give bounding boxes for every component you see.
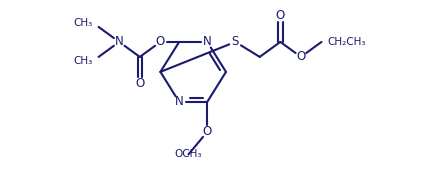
- Text: CH₂CH₃: CH₂CH₃: [327, 37, 365, 47]
- Text: O: O: [276, 9, 285, 22]
- Text: O: O: [135, 77, 144, 90]
- Text: N: N: [115, 35, 124, 48]
- Text: N: N: [175, 95, 184, 108]
- Text: OCH₃: OCH₃: [175, 149, 202, 159]
- Text: S: S: [232, 35, 239, 48]
- Text: O: O: [156, 35, 165, 48]
- Text: O: O: [296, 50, 306, 63]
- Text: N: N: [203, 35, 211, 48]
- Text: CH₃: CH₃: [74, 56, 93, 66]
- Text: CH₃: CH₃: [74, 18, 93, 28]
- Text: O: O: [203, 125, 212, 138]
